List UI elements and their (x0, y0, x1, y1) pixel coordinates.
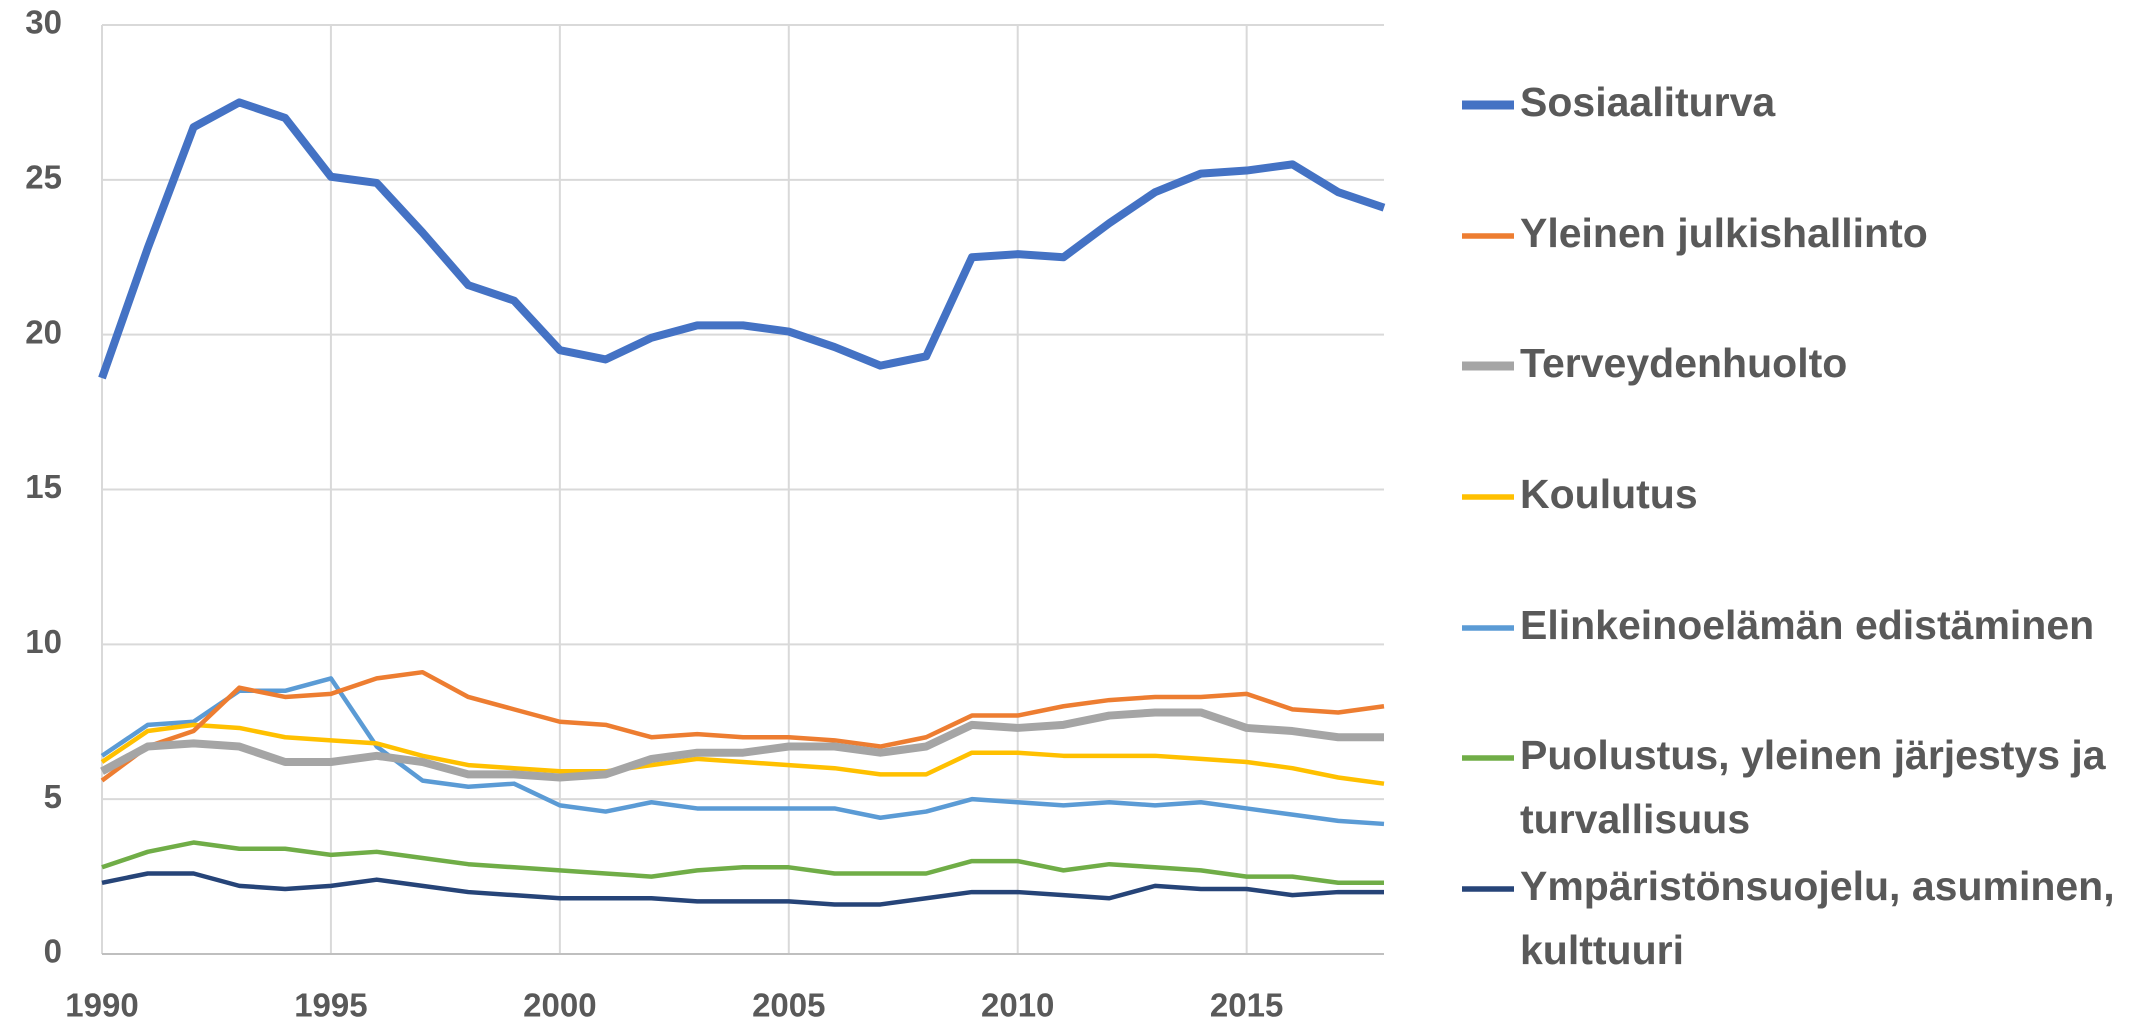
line-series (100, 676, 1385, 827)
line-series (101, 840, 1384, 886)
x-tick-label: 2005 (752, 987, 825, 1024)
legend-line: Ympäristönsuojelu, asuminen, (1520, 863, 2115, 909)
x-tick-label: 1995 (294, 987, 367, 1024)
line-series (98, 98, 1386, 380)
legend-line: Sosiaaliturva (1520, 79, 1776, 125)
x-tick-label: 2010 (981, 987, 1054, 1024)
legend-label: Sosiaaliturva (1520, 79, 1776, 125)
y-tick-label: 0 (44, 933, 62, 970)
line-series (100, 722, 1385, 786)
y-tick-label: 20 (25, 313, 62, 350)
legend-line: Terveydenhuolto (1520, 340, 1847, 386)
legend-label: Yleinen julkishallinto (1520, 210, 1928, 256)
legend-line: kulttuuri (1520, 927, 1684, 973)
legend-label: Ympäristönsuojelu, asuminen, kulttuuri (1520, 863, 2115, 973)
x-tick-label: 1990 (65, 987, 138, 1024)
legend-line: Koulutus (1520, 471, 1698, 517)
legend-line: turvallisuus (1520, 796, 1750, 842)
x-tick-label: 2015 (1210, 987, 1283, 1024)
y-tick-label: 30 (25, 4, 62, 41)
legend-label: Puolustus, yleinen järjestys ja turvallis… (1520, 732, 2107, 842)
legend-line: Yleinen julkishallinto (1520, 210, 1928, 256)
legend-label: Elinkeinoelämän edistäminen (1520, 602, 2094, 648)
legend-line: Elinkeinoelämän edistäminen (1520, 602, 2094, 648)
y-tick-label: 15 (25, 468, 62, 505)
legend-line: Puolustus, yleinen järjestys ja (1520, 732, 2107, 778)
y-tick-label: 5 (44, 778, 62, 815)
line-series (101, 871, 1384, 907)
x-tick-label: 2000 (523, 987, 596, 1024)
y-tick-label: 10 (25, 623, 62, 660)
legend-label: Koulutus (1520, 471, 1698, 517)
line-series (100, 708, 1384, 782)
legend-label: Terveydenhuolto (1520, 340, 1847, 386)
line-series (100, 669, 1385, 783)
y-tick-label: 25 (25, 159, 62, 196)
